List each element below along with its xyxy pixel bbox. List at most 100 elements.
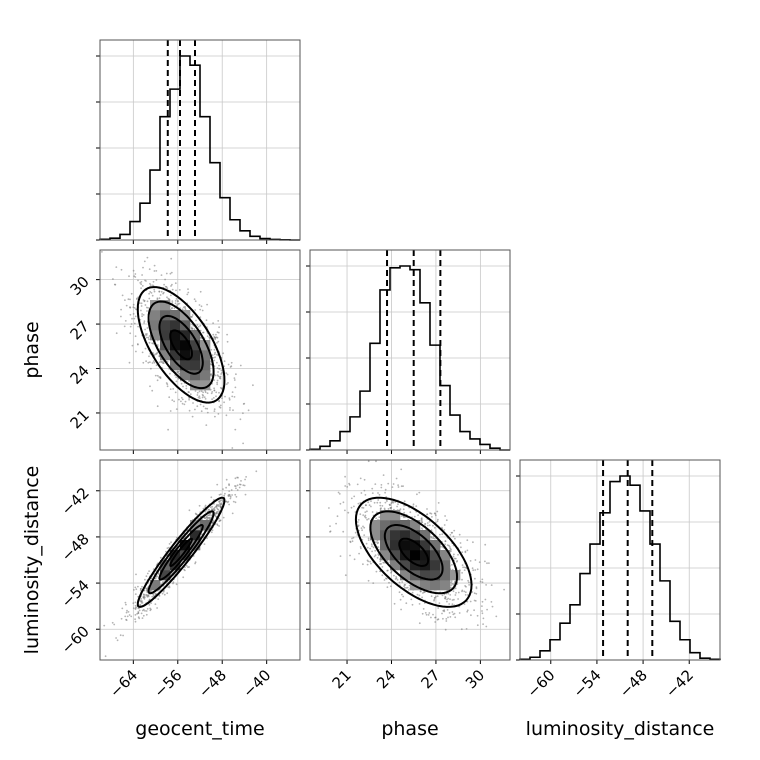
sample-point xyxy=(213,359,216,362)
sample-point xyxy=(218,391,220,394)
sample-point xyxy=(129,306,131,308)
sample-point xyxy=(397,503,399,506)
sample-point xyxy=(170,541,173,544)
sample-point xyxy=(393,602,396,605)
sample-point xyxy=(181,402,184,405)
sample-point xyxy=(458,533,461,536)
sample-point xyxy=(491,665,493,667)
sample-point xyxy=(403,583,406,586)
sample-point xyxy=(234,386,237,389)
sample-point xyxy=(236,476,239,479)
sample-point xyxy=(349,541,352,544)
sample-point xyxy=(371,545,373,548)
sample-point xyxy=(378,493,381,496)
sample-point xyxy=(141,274,144,276)
sample-point xyxy=(176,371,179,374)
sample-point xyxy=(101,251,103,253)
sample-point xyxy=(481,600,484,603)
sample-point xyxy=(149,609,152,612)
x-tick-label: 24 xyxy=(373,666,399,692)
sample-point xyxy=(140,598,143,600)
sample-point xyxy=(189,393,192,396)
sample-point xyxy=(372,582,375,584)
sample-point xyxy=(220,493,222,496)
sample-point xyxy=(128,361,131,364)
sample-point xyxy=(464,591,467,594)
sample-point xyxy=(328,507,330,509)
sample-point xyxy=(144,304,147,306)
sample-point xyxy=(170,271,173,274)
sample-point xyxy=(159,294,162,296)
sample-point xyxy=(228,484,231,487)
sample-point xyxy=(197,325,200,328)
sample-point xyxy=(234,501,237,504)
density-cell xyxy=(430,580,441,591)
sample-point xyxy=(146,310,148,312)
sample-point xyxy=(444,596,447,599)
sample-point xyxy=(182,576,185,579)
sample-point xyxy=(199,316,202,318)
sample-point xyxy=(427,614,430,616)
sample-point xyxy=(434,616,436,619)
sample-point xyxy=(210,374,213,377)
sample-point xyxy=(435,595,437,598)
sample-point xyxy=(122,634,124,637)
x-tick-label: −60 xyxy=(523,666,558,701)
sample-point xyxy=(140,287,143,290)
sample-point xyxy=(482,617,485,620)
sample-point xyxy=(134,335,137,338)
sample-point xyxy=(186,293,189,296)
sample-point xyxy=(242,403,245,405)
sample-point xyxy=(214,356,217,359)
sample-point xyxy=(411,603,414,606)
sample-point xyxy=(475,587,478,590)
sample-point xyxy=(136,297,138,300)
sample-point xyxy=(465,628,468,630)
sample-point xyxy=(137,279,139,282)
sample-point xyxy=(113,283,116,286)
sample-point xyxy=(469,600,472,603)
sample-point xyxy=(452,535,455,538)
hist-luminosity_distance-frame xyxy=(519,459,721,661)
sample-point xyxy=(389,504,391,506)
sample-point xyxy=(444,515,446,517)
sample-point xyxy=(344,574,347,577)
sample-point xyxy=(134,620,137,623)
y-tick-label: −54 xyxy=(58,576,93,611)
sample-point xyxy=(220,506,222,509)
sample-point xyxy=(223,494,226,497)
sample-point xyxy=(466,549,469,552)
sample-point xyxy=(474,559,477,561)
sample-point xyxy=(466,609,469,612)
sample-point xyxy=(218,501,221,503)
sample-point xyxy=(198,504,201,507)
sample-point xyxy=(448,603,451,605)
sample-point xyxy=(143,260,146,263)
sample-point xyxy=(145,610,148,612)
sample-point xyxy=(441,594,444,597)
sample-point xyxy=(168,585,171,588)
sample-point xyxy=(468,581,470,584)
sample-point xyxy=(217,320,220,322)
sample-point xyxy=(381,574,384,577)
sample-point xyxy=(446,598,448,601)
sample-point xyxy=(433,537,436,540)
sample-point xyxy=(194,309,197,311)
sample-point xyxy=(382,561,385,564)
sample-point xyxy=(243,484,246,487)
sample-point xyxy=(172,388,175,390)
sample-point xyxy=(227,382,229,384)
sample-point xyxy=(103,624,106,627)
hist-geocent_time-frame xyxy=(99,39,301,241)
sample-point xyxy=(134,601,137,604)
sample-point xyxy=(125,611,128,614)
sample-point xyxy=(177,377,180,380)
sample-point xyxy=(231,512,234,515)
sample-point xyxy=(220,387,223,390)
sample-point xyxy=(379,501,382,504)
sample-point xyxy=(219,367,221,370)
sample-point xyxy=(432,535,435,538)
density-cell xyxy=(420,530,431,541)
sample-point xyxy=(139,589,142,592)
sample-point xyxy=(175,298,178,300)
